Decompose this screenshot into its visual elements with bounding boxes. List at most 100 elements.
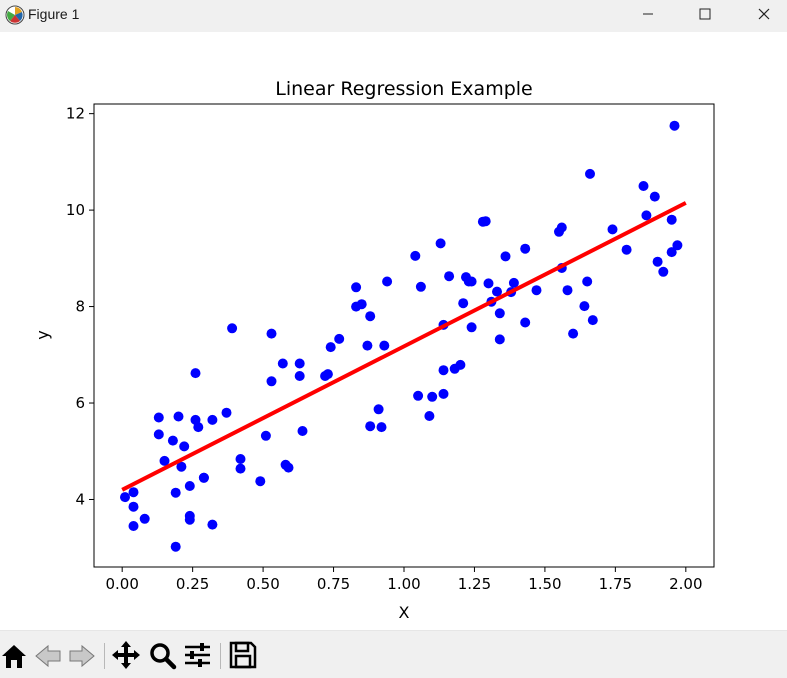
data-point — [413, 390, 424, 401]
maximize-button[interactable] — [682, 0, 728, 32]
toolbar-separator — [104, 643, 105, 669]
navigation-toolbar — [0, 630, 787, 678]
window-title: Figure 1 — [28, 6, 80, 22]
back-button[interactable] — [33, 639, 65, 671]
data-point — [190, 368, 201, 379]
x-axis: 0.00 0.25 0.50 0.75 1.00 1.25 1.50 1.75 2.00 — [105, 567, 703, 593]
data-point — [483, 278, 494, 289]
fit-line-layer — [121, 201, 687, 492]
data-point — [255, 476, 266, 487]
data-point — [582, 276, 593, 287]
data-point — [159, 455, 170, 466]
chart-title: Linear Regression Example — [275, 78, 532, 100]
zoom-icon — [150, 643, 177, 670]
zoom-button[interactable] — [147, 639, 179, 671]
data-point — [379, 340, 390, 351]
data-point — [579, 301, 590, 312]
data-point — [672, 240, 683, 251]
data-point — [438, 388, 449, 399]
data-point — [207, 414, 218, 425]
data-point — [283, 462, 294, 473]
x-tick-label: 1.25 — [458, 575, 491, 593]
data-point — [562, 285, 573, 296]
data-point — [153, 429, 164, 440]
data-point — [221, 407, 232, 418]
data-point — [410, 250, 421, 261]
home-icon — [2, 645, 26, 668]
x-tick-label: 0.00 — [105, 575, 138, 593]
data-point — [568, 328, 579, 339]
data-point — [480, 216, 491, 227]
data-point — [500, 251, 511, 262]
data-point — [621, 244, 632, 255]
data-point — [466, 276, 477, 287]
data-point — [415, 281, 426, 292]
data-point — [492, 286, 502, 297]
data-point — [334, 333, 345, 344]
minimize-icon — [643, 13, 653, 15]
data-point — [585, 168, 595, 179]
data-point — [173, 411, 184, 422]
regression-line — [121, 201, 687, 492]
data-point — [444, 271, 455, 282]
configure-subplots-icon — [185, 643, 210, 667]
data-point — [167, 435, 178, 446]
data-point — [376, 422, 387, 433]
data-point — [520, 317, 531, 328]
data-point — [294, 371, 305, 381]
window-titlebar: Figure 1 — [0, 0, 787, 32]
x-tick-label: 1.00 — [387, 575, 420, 593]
data-point — [556, 222, 567, 233]
data-point — [184, 481, 195, 491]
data-point — [153, 412, 164, 423]
data-point — [198, 472, 209, 483]
data-point — [356, 299, 367, 310]
data-point — [638, 181, 649, 191]
home-button[interactable] — [0, 639, 32, 671]
data-point — [365, 421, 376, 432]
data-point — [277, 358, 288, 369]
data-point — [362, 340, 373, 351]
data-point — [322, 369, 333, 380]
data-point — [128, 487, 139, 498]
figure-canvas[interactable]: Linear Regression Example 0.00 0.25 0.50 0.… — [0, 32, 787, 630]
data-point — [607, 224, 618, 235]
x-tick-label: 1.75 — [599, 575, 632, 593]
close-button[interactable] — [741, 0, 787, 32]
data-point — [494, 308, 505, 319]
x-tick-label: 2.00 — [669, 575, 702, 593]
maximize-icon — [699, 8, 711, 20]
data-point — [128, 501, 139, 512]
save-icon — [229, 641, 257, 669]
pan-button[interactable] — [110, 639, 142, 671]
matplotlib-icon — [5, 5, 25, 25]
pan-icon — [112, 641, 140, 669]
minimize-button[interactable] — [625, 0, 671, 32]
data-point — [373, 404, 384, 415]
data-point — [658, 266, 669, 277]
y-tick-label: 12 — [66, 105, 85, 123]
configure-subplots-button[interactable] — [182, 639, 214, 671]
data-point — [435, 238, 446, 249]
data-point — [641, 210, 652, 221]
forward-button[interactable] — [65, 639, 97, 671]
save-button[interactable] — [227, 639, 259, 671]
y-tick-label: 8 — [75, 298, 85, 316]
data-point — [652, 256, 663, 267]
y-tick-label: 10 — [66, 201, 85, 219]
data-point — [179, 441, 190, 452]
data-point — [120, 492, 130, 503]
y-tick-label: 4 — [75, 490, 85, 508]
data-point — [139, 513, 150, 524]
data-point — [227, 323, 238, 334]
data-point — [260, 430, 271, 441]
data-point — [176, 461, 187, 472]
x-tick-label: 0.75 — [317, 575, 350, 593]
data-point — [266, 376, 277, 387]
data-point — [438, 365, 449, 376]
x-tick-label: 1.50 — [528, 575, 561, 593]
data-point — [382, 276, 393, 287]
data-point — [128, 521, 139, 531]
data-point — [325, 342, 336, 353]
data-point — [193, 422, 204, 433]
